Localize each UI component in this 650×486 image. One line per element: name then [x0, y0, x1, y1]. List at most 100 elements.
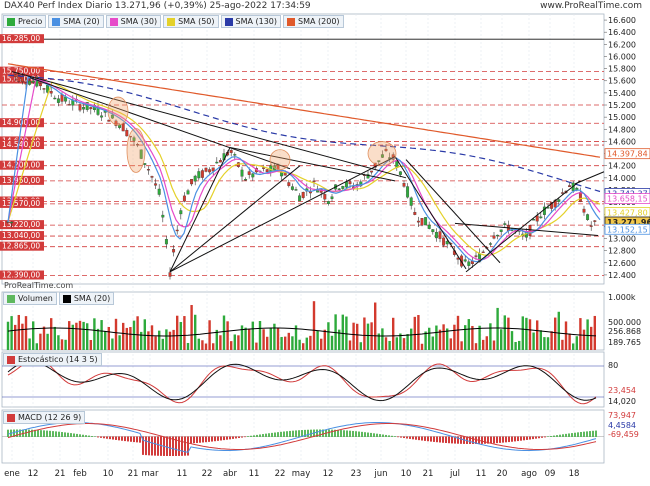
macd-histogram-bar: [256, 434, 258, 437]
legend-sma50[interactable]: SMA (50): [163, 15, 219, 28]
macd-histogram-bar: [139, 436, 141, 443]
sma50-line: [7, 81, 601, 256]
volume-bar: [492, 340, 496, 350]
macd-histogram-bar: [244, 436, 246, 438]
level-tag: 13.040,00: [0, 231, 44, 241]
volume-bar: [572, 343, 575, 350]
macd-histogram-bar: [88, 435, 90, 437]
level-tag-bg: [0, 160, 44, 170]
candle-body: [380, 154, 384, 158]
price-candle: [229, 148, 233, 157]
trend-line: [29, 77, 291, 170]
volume-bar: [100, 320, 103, 350]
volume-bar: [478, 325, 481, 350]
volume-bar: [561, 339, 564, 350]
x-axis-label: ago: [521, 469, 537, 479]
price-candle: [287, 179, 291, 188]
legend-label: SMA (30): [120, 17, 158, 26]
macd-histogram-bar: [394, 436, 396, 437]
candle-body: [420, 218, 424, 226]
volume-bar: [514, 341, 517, 350]
volume-bar: [395, 337, 398, 350]
macd-histogram-bar: [487, 436, 489, 444]
volume-bar: [251, 321, 254, 350]
legend-sma20[interactable]: SMA (20): [48, 15, 104, 28]
price-candle: [503, 221, 507, 228]
macd-histogram-bar: [514, 436, 516, 442]
price-candle: [53, 95, 57, 100]
volume-bar: [586, 319, 589, 350]
volume-bar: [190, 305, 193, 350]
price-candle: [492, 232, 496, 240]
candle-body: [294, 189, 298, 191]
volume-bar: [518, 340, 521, 350]
macd-histogram-bar: [349, 430, 351, 437]
macd-histogram-bar: [253, 435, 255, 437]
legend-sma200[interactable]: SMA (200): [283, 15, 344, 28]
volume-bar: [107, 327, 110, 350]
price-candle: [179, 207, 183, 220]
volume-bar: [89, 339, 92, 350]
price-tick-label: 15.000: [608, 113, 636, 122]
price-tick-label: 15.200: [608, 101, 636, 110]
volume-bar: [309, 335, 312, 350]
price-tick-label: 15.400: [608, 89, 636, 98]
volume-bar: [114, 318, 118, 350]
candle-body: [121, 123, 125, 132]
price-tick-label: 16.200: [608, 40, 636, 49]
price-candle: [49, 87, 53, 97]
price-candle: [413, 207, 417, 216]
value-tag: 13.152,15: [604, 223, 650, 235]
legend-label: SMA (20): [63, 17, 100, 26]
macd-histogram-bar: [31, 429, 33, 437]
candle-body: [377, 160, 381, 162]
legend-volume[interactable]: Volumen: [3, 292, 57, 305]
macd-histogram-bar: [43, 430, 45, 437]
macd-histogram-bar: [385, 434, 387, 437]
macd-histogram-bar: [250, 435, 252, 437]
candle-body: [49, 90, 53, 94]
macd-histogram-bar: [235, 436, 237, 439]
macd-histogram-bar: [544, 436, 546, 438]
legend-volume-sma[interactable]: SMA (20): [58, 292, 115, 305]
price-candle: [370, 170, 374, 175]
legend-price[interactable]: Precio: [3, 15, 47, 28]
legend-sma30[interactable]: SMA (30): [105, 15, 162, 28]
legend-sma130[interactable]: SMA (130): [220, 15, 282, 28]
x-axis-label: 09: [545, 469, 556, 479]
macd-histogram-bar: [541, 436, 543, 438]
legend-stochastic[interactable]: Estocástico (14 3 5): [3, 353, 102, 366]
candle-body: [240, 169, 244, 177]
volume-bar: [212, 343, 215, 350]
candle-body: [557, 199, 561, 202]
macd-histogram-bar: [61, 432, 63, 437]
macd-signal-line: [7, 423, 597, 450]
legend-macd[interactable]: MACD (12 26 9): [3, 411, 86, 424]
macd-histogram-bar: [187, 436, 189, 456]
candle-body: [132, 137, 136, 141]
candle-body: [218, 160, 222, 163]
volume-bar: [269, 327, 272, 350]
candle-body: [463, 259, 467, 262]
macd-histogram-bar: [19, 429, 21, 437]
volume-bar: [248, 329, 251, 350]
candle-body: [60, 94, 64, 102]
price-candle: [161, 210, 165, 223]
stoch-axis-label: 80: [608, 361, 618, 370]
candle-body: [578, 191, 582, 202]
candle-body: [85, 102, 89, 110]
volume-bar: [14, 324, 17, 350]
macd-histogram-bar: [502, 436, 504, 443]
macd-histogram-bar: [70, 433, 72, 437]
macd-histogram-bar: [181, 436, 183, 456]
candle-body: [589, 225, 593, 227]
macd-histogram-bar: [556, 435, 558, 437]
volume-bar: [197, 338, 200, 350]
macd-histogram-bar: [13, 429, 15, 437]
price-candle: [154, 178, 158, 190]
macd-histogram-bar: [421, 436, 423, 441]
value-tag-label: 13.152,15: [607, 225, 648, 234]
volume-bar: [158, 330, 161, 350]
